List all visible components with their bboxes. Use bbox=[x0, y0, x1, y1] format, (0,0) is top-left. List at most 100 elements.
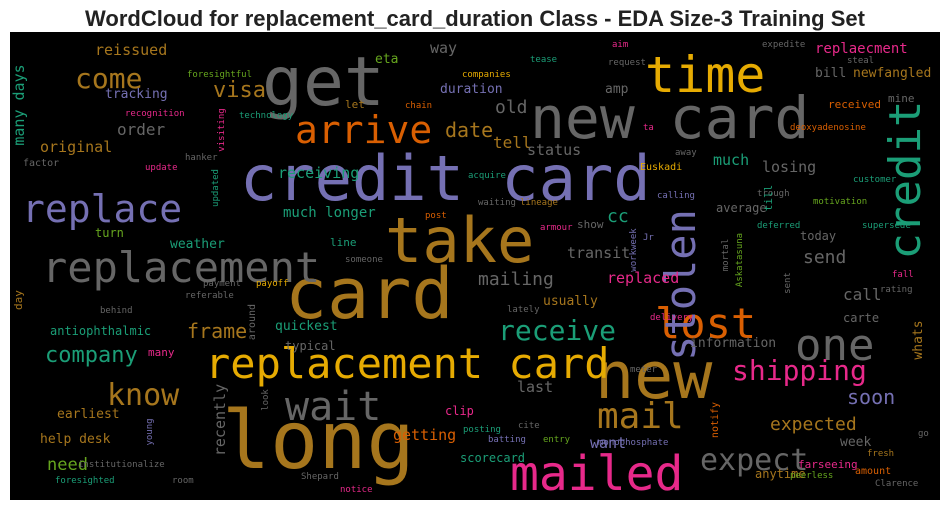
word: go bbox=[918, 429, 929, 439]
word: status bbox=[527, 141, 581, 159]
word: room bbox=[172, 476, 194, 486]
word: replace bbox=[22, 187, 182, 231]
word: order bbox=[117, 120, 166, 139]
word: post bbox=[425, 211, 447, 221]
word: entry bbox=[543, 435, 571, 445]
word: mail bbox=[597, 396, 684, 437]
word: know bbox=[107, 378, 180, 413]
word: recognition bbox=[125, 109, 185, 119]
word: calling bbox=[657, 191, 695, 201]
word: factor bbox=[23, 158, 59, 169]
word: someone bbox=[345, 255, 383, 265]
word: help desk bbox=[40, 432, 111, 447]
word: reissued bbox=[95, 41, 167, 59]
word: take bbox=[385, 204, 534, 277]
word: information bbox=[690, 336, 776, 351]
word: companies bbox=[462, 70, 511, 80]
word: notice bbox=[340, 485, 373, 495]
word: mine bbox=[888, 92, 915, 105]
word: new card bbox=[530, 84, 809, 152]
word: delivery bbox=[650, 313, 694, 323]
word: credit card bbox=[240, 142, 651, 215]
word: visa bbox=[213, 78, 266, 103]
word: mortal bbox=[721, 239, 731, 272]
word: workweek bbox=[629, 228, 639, 272]
word: day bbox=[12, 290, 25, 310]
word: rating bbox=[880, 285, 913, 295]
word: fall bbox=[892, 270, 914, 280]
word: amp bbox=[605, 82, 629, 97]
word: tell bbox=[493, 133, 532, 152]
word: aim bbox=[612, 40, 628, 50]
word: earliest bbox=[57, 407, 120, 422]
word: whats bbox=[911, 320, 926, 359]
word: expect bbox=[700, 443, 808, 478]
word: supersede bbox=[862, 221, 911, 231]
word: received bbox=[828, 98, 881, 111]
word: scorecard bbox=[460, 451, 525, 465]
word: farseeing bbox=[798, 458, 858, 471]
word: Clarence bbox=[875, 479, 918, 489]
word: receive bbox=[498, 314, 616, 347]
word: anytime bbox=[755, 467, 806, 481]
word: get bbox=[262, 43, 385, 122]
word: carte bbox=[843, 311, 879, 325]
word: technology bbox=[239, 111, 294, 121]
word: mailed bbox=[510, 446, 683, 502]
word: tease bbox=[530, 55, 557, 65]
word: transit bbox=[567, 244, 630, 262]
word: shipping bbox=[732, 354, 867, 387]
word: trough bbox=[757, 189, 790, 199]
word: institutionalize bbox=[78, 460, 165, 470]
word: ta bbox=[643, 123, 654, 133]
word: way bbox=[430, 39, 457, 57]
word: update bbox=[145, 163, 178, 173]
word: stolen bbox=[656, 209, 705, 361]
word: weather bbox=[170, 237, 225, 252]
word: around bbox=[247, 304, 258, 340]
word: frame bbox=[187, 319, 247, 343]
word: away bbox=[675, 148, 697, 158]
word: show bbox=[577, 218, 604, 231]
word: expedite bbox=[762, 40, 805, 50]
word: hanker bbox=[185, 153, 218, 163]
word: arrive bbox=[295, 108, 432, 152]
word: one bbox=[795, 320, 874, 371]
word: new bbox=[595, 339, 713, 414]
word: look bbox=[261, 389, 271, 411]
word: time bbox=[645, 46, 765, 104]
word: mailing bbox=[478, 269, 554, 290]
word: customer bbox=[853, 175, 897, 185]
word: company bbox=[45, 343, 138, 368]
word: last bbox=[517, 378, 553, 396]
word: receiving bbox=[278, 164, 359, 182]
word: posting bbox=[463, 425, 501, 435]
word: Euskadi bbox=[640, 162, 682, 173]
word: cc bbox=[607, 206, 629, 227]
word: many bbox=[148, 346, 175, 359]
word: young bbox=[145, 418, 155, 445]
word: payment bbox=[203, 279, 241, 289]
word: lately bbox=[507, 305, 540, 315]
word: turn bbox=[95, 226, 124, 240]
word: many days bbox=[10, 64, 28, 145]
word: send bbox=[803, 247, 846, 268]
word: cite bbox=[518, 421, 540, 431]
word: clip bbox=[445, 404, 474, 418]
word: monophosphate bbox=[598, 438, 668, 448]
word: steal bbox=[847, 56, 874, 66]
word: request bbox=[608, 58, 646, 68]
word: deoxyadenosine bbox=[790, 123, 866, 133]
word: week bbox=[840, 435, 871, 450]
word: today bbox=[800, 229, 836, 243]
word: let bbox=[345, 98, 365, 111]
word: much longer bbox=[283, 205, 376, 221]
word: deferred bbox=[757, 221, 800, 231]
word: soon bbox=[847, 385, 895, 409]
word: amount bbox=[855, 466, 891, 477]
word: antiophthalmic bbox=[50, 324, 151, 338]
word: line bbox=[330, 236, 357, 249]
word: replaced bbox=[607, 269, 679, 287]
word: visiting bbox=[217, 108, 227, 151]
